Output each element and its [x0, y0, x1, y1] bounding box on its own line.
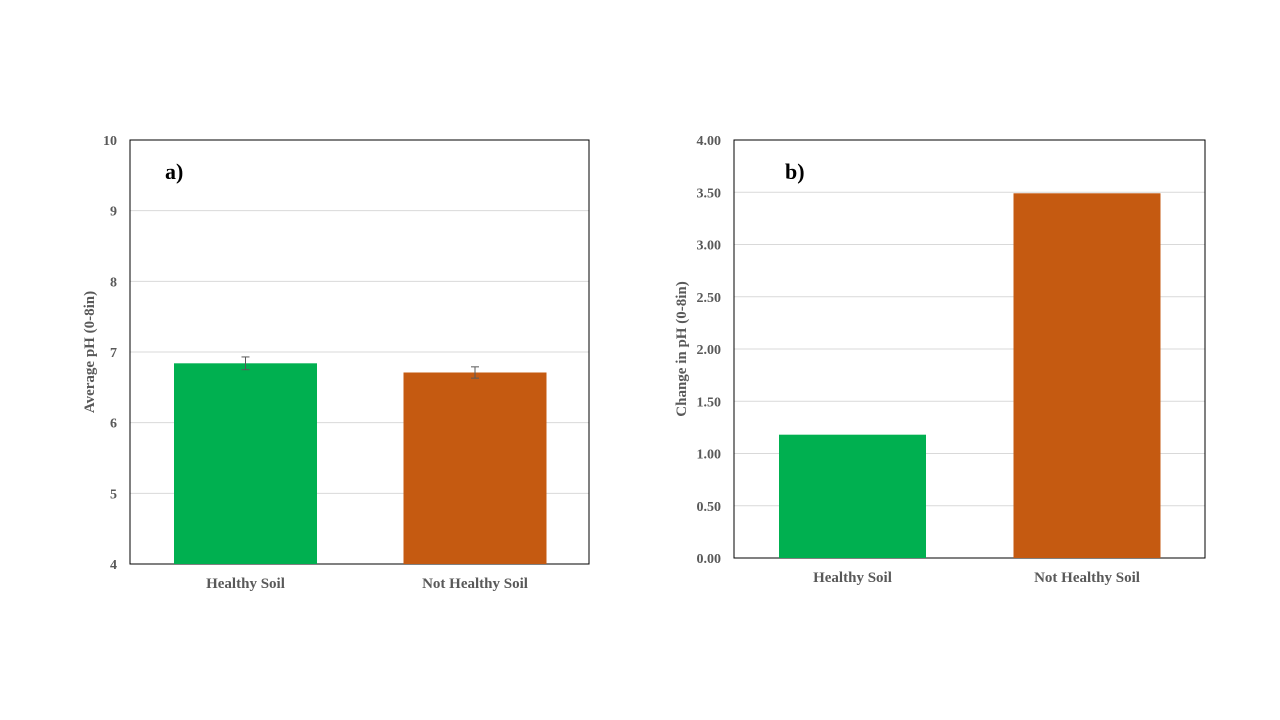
plot-area-border	[129, 139, 590, 565]
x-category-label: Healthy Soil	[813, 570, 892, 586]
y-tick-label: 1.00	[697, 448, 722, 463]
y-tick-label: 2.50	[697, 291, 722, 306]
y-tick-label: 1.50	[697, 395, 722, 410]
plot-area-border	[733, 139, 1206, 559]
chart-panel-a: 4 5 6 7 8 9 10 Healthy Soil Not Healthy Soil Aver…	[82, 134, 590, 592]
panel-label: b)	[785, 159, 805, 184]
y-tick-label: 5	[110, 487, 117, 502]
bar	[1013, 193, 1161, 559]
y-tick-label: 3.50	[697, 186, 722, 201]
y-tick-label: 2.00	[697, 343, 722, 358]
x-category-label: Healthy Soil	[206, 576, 285, 592]
bar	[779, 434, 926, 558]
bar	[174, 363, 317, 564]
y-tick-label: 8	[110, 275, 117, 290]
y-tick-label: 3.00	[697, 239, 722, 254]
x-category-label: Not Healthy Soil	[422, 576, 528, 592]
y-tick-label: 6	[110, 417, 117, 432]
y-axis-label: Average pH (0-8in)	[82, 291, 98, 413]
y-axis-label: Change in pH (0-8in)	[674, 281, 690, 416]
y-tick-label: 9	[110, 205, 117, 220]
y-tick-label: 4	[110, 558, 117, 573]
y-tick-label: 7	[110, 346, 117, 361]
y-tick-label: 0.50	[697, 500, 722, 515]
y-tick-label: 10	[103, 134, 117, 149]
y-tick-label: 4.00	[697, 134, 722, 149]
chart-panel-b: 0.00 0.50 1.00 1.50 2.00 2.50 3.00 3.50 4.00 Heal…	[674, 134, 1206, 586]
x-category-label: Not Healthy Soil	[1034, 570, 1140, 586]
y-tick-label: 0.00	[697, 552, 722, 567]
panel-label: a)	[165, 159, 183, 184]
bar	[403, 372, 547, 564]
